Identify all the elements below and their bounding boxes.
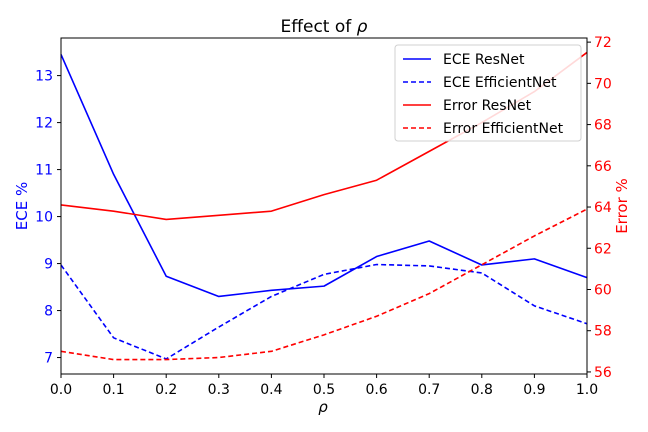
left-y-tick-label: 9 <box>44 257 53 273</box>
right-y-tick-label: 56 <box>594 365 612 381</box>
x-tick-label: 0.4 <box>260 382 282 398</box>
series-line-4 <box>60 208 588 361</box>
right-y-tick-label: 72 <box>594 35 612 51</box>
legend-box <box>394 44 582 142</box>
axes: 0.0 0.1 0.2 0.3 0.4 0.5 0.6 0.7 0.8 0.9 1.0 7 8 9 10 11… <box>35 35 612 398</box>
x-tick-label: 0.5 <box>313 382 335 398</box>
left-y-tick-label: 13 <box>35 69 53 85</box>
series-line-2 <box>60 263 588 360</box>
x-axis-label: ρ <box>318 398 328 416</box>
chart-title: Effect of ρ <box>281 17 368 37</box>
legend-label-4: Error EfficientNet <box>443 121 564 137</box>
right-y-tick-label: 68 <box>594 118 612 134</box>
left-y-tick-label: 8 <box>44 304 53 320</box>
left-y-tick-label: 12 <box>35 116 53 132</box>
left-y-tick-label: 7 <box>44 351 53 367</box>
right-y-tick-label: 62 <box>594 241 612 257</box>
x-tick-label: 0.6 <box>365 382 387 398</box>
left-y-axis-label: ECE % <box>13 182 31 230</box>
right-y-tick-label: 58 <box>594 324 612 340</box>
legend-label-2: ECE EfficientNet <box>443 75 557 91</box>
x-tick-label: 0.0 <box>50 382 72 398</box>
x-tick-label: 0.8 <box>471 382 493 398</box>
right-y-tick-label: 64 <box>594 200 612 216</box>
left-y-tick-label: 11 <box>35 163 53 179</box>
x-tick-label: 0.1 <box>102 382 124 398</box>
x-tick-label: 0.7 <box>418 382 440 398</box>
series-line-1 <box>60 54 588 298</box>
legend-label-3: Error ResNet <box>443 98 532 114</box>
left-y-tick-label: 10 <box>35 210 53 226</box>
right-y-axis-label: Error % <box>613 178 631 234</box>
x-tick-label: 0.2 <box>155 382 177 398</box>
legend-label-1: ECE ResNet <box>443 52 525 68</box>
right-y-tick-label: 60 <box>594 282 612 298</box>
legend: ECE ResNet ECE EfficientNet Error ResNet Er… <box>394 44 582 142</box>
right-y-tick-label: 66 <box>594 159 612 175</box>
right-y-tick-label: 70 <box>594 76 612 92</box>
x-tick-label: 1.0 <box>576 382 598 398</box>
x-tick-label: 0.9 <box>523 382 545 398</box>
x-tick-label: 0.3 <box>208 382 230 398</box>
